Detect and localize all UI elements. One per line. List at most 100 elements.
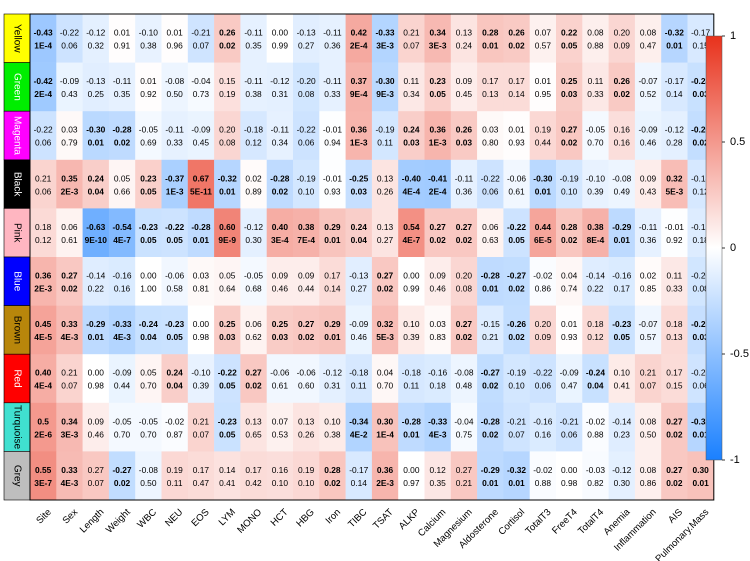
heatmap-cell	[503, 111, 530, 161]
heatmap-cell	[582, 402, 609, 452]
cell-pvalue-label: 0.44	[114, 381, 131, 391]
heatmap-cell	[398, 159, 425, 209]
cell-pvalue-label: 0.44	[298, 284, 315, 294]
cell-correlation-label: 0.30	[377, 416, 394, 426]
colorbar-tick-label: 0	[730, 242, 736, 254]
heatmap-cell	[529, 257, 557, 306]
colorbar-tick-label: -0.5	[730, 348, 749, 360]
cell-correlation-label: 0.01	[114, 28, 131, 38]
heatmap-cell	[634, 159, 662, 209]
cell-correlation-label: 0.02	[245, 173, 262, 183]
cell-correlation-label: 0.24	[351, 222, 368, 232]
cell-pvalue-label: 0.57	[535, 41, 552, 51]
row-label-yellow: Yellow	[11, 24, 22, 53]
heatmap-cell	[266, 111, 294, 161]
colorbar-tick-label: -1	[730, 454, 740, 466]
heatmap-cell	[30, 14, 57, 63]
column-label: LYM	[217, 507, 238, 528]
cell-pvalue-label: 0.43	[61, 89, 78, 99]
cell-correlation-label: 0.00	[140, 271, 157, 281]
cell-correlation-label: 0.09	[429, 271, 446, 281]
heatmap-cell	[293, 354, 320, 404]
cell-correlation-label: -0.40	[402, 173, 421, 183]
heatmap-cell	[319, 62, 346, 112]
heatmap-cell	[30, 111, 57, 161]
heatmap-cell	[503, 451, 530, 501]
heatmap-cell	[477, 208, 504, 258]
cell-pvalue-label: 0.36	[640, 235, 657, 245]
cell-pvalue-label: 0.35	[245, 41, 262, 51]
heatmap-cell	[266, 62, 294, 112]
cell-pvalue-label: 4E-3	[429, 429, 447, 439]
heatmap-cell	[266, 402, 294, 452]
heatmap-cell	[161, 305, 189, 355]
cell-correlation-label: 0.19	[535, 125, 552, 135]
cell-correlation-label: -0.25	[349, 173, 368, 183]
heatmap-cell	[345, 257, 373, 306]
column-label: HCT	[269, 507, 291, 529]
cell-correlation-label: -0.07	[639, 319, 658, 329]
heatmap-cell	[371, 14, 399, 63]
heatmap-cell	[477, 111, 504, 161]
cell-pvalue-label: 0.46	[429, 284, 446, 294]
row-label-grey: Grey	[11, 465, 22, 487]
column-label: AIS	[666, 507, 685, 526]
heatmap-cell	[187, 354, 215, 404]
cell-pvalue-label: 0.14	[351, 478, 368, 488]
heatmap-cell	[135, 305, 162, 355]
cell-correlation-label: -0.12	[244, 222, 263, 232]
cell-correlation-label: -0.11	[323, 76, 342, 86]
heatmap-cell	[529, 305, 557, 355]
cell-pvalue-label: 0.02	[298, 332, 315, 342]
cell-pvalue-label: 0.02	[561, 235, 578, 245]
heatmap-cell	[319, 451, 346, 501]
heatmap-cell	[293, 62, 320, 112]
cell-pvalue-label: 0.65	[245, 429, 262, 439]
heatmap-cell	[371, 111, 399, 161]
heatmap-cell	[371, 354, 399, 404]
cell-pvalue-label: 0.02	[429, 235, 446, 245]
cell-correlation-label: -0.08	[454, 368, 473, 378]
cell-correlation-label: -0.23	[165, 319, 184, 329]
cell-pvalue-label: 0.83	[429, 332, 446, 342]
cell-correlation-label: -0.27	[481, 368, 500, 378]
heatmap-cell	[56, 62, 83, 112]
column-label: Site	[34, 507, 53, 526]
heatmap-cell	[661, 305, 688, 355]
heatmap-cell	[398, 451, 425, 501]
cell-pvalue-label: 0.02	[61, 284, 78, 294]
cell-pvalue-label: 0.69	[140, 138, 157, 148]
heatmap-cell	[293, 208, 320, 258]
cell-pvalue-label: 0.34	[272, 138, 289, 148]
cell-correlation-label: -0.02	[533, 465, 552, 475]
cell-pvalue-label: 0.36	[456, 186, 473, 196]
cell-pvalue-label: 0.81	[193, 284, 210, 294]
cell-correlation-label: 0.08	[640, 416, 657, 426]
cell-pvalue-label: 0.95	[535, 89, 552, 99]
cell-pvalue-label: 0.42	[245, 478, 262, 488]
cell-correlation-label: 0.26	[456, 125, 473, 135]
column-label: TSAT	[371, 507, 396, 532]
cell-pvalue-label: 0.10	[298, 186, 315, 196]
heatmap-cell	[345, 305, 373, 355]
cell-correlation-label: 0.36	[429, 125, 446, 135]
cell-pvalue-label: 0.02	[377, 284, 394, 294]
cell-correlation-label: -0.14	[612, 416, 631, 426]
row-label-black: Black	[11, 172, 22, 197]
cell-correlation-label: -0.04	[191, 76, 210, 86]
cell-correlation-label: -0.12	[86, 28, 105, 38]
cell-correlation-label: 0.03	[429, 319, 446, 329]
cell-correlation-label: 0.29	[324, 319, 341, 329]
heatmap-cell	[240, 402, 267, 452]
cell-correlation-label: -0.07	[639, 76, 658, 86]
heatmap-cell	[240, 208, 267, 258]
heatmap-cell	[398, 208, 425, 258]
heatmap-cell	[556, 14, 583, 63]
heatmap-cell	[371, 208, 399, 258]
cell-pvalue-label: 0.48	[456, 381, 473, 391]
heatmap-cell	[503, 257, 530, 306]
cell-pvalue-label: 0.06	[561, 429, 578, 439]
cell-pvalue-label: 9E-9	[218, 235, 236, 245]
cell-pvalue-label: 0.41	[219, 478, 236, 488]
cell-correlation-label: -0.05	[139, 416, 158, 426]
